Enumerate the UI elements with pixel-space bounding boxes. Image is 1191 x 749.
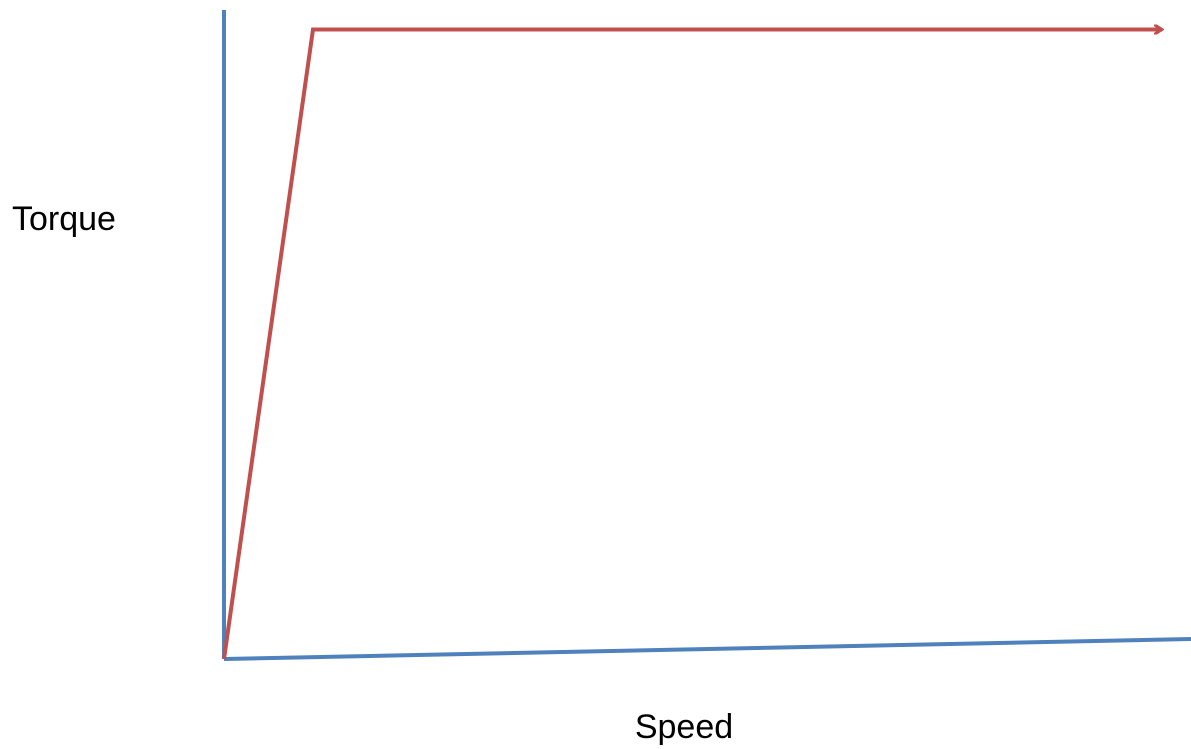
x-axis-title: Speed bbox=[635, 708, 733, 746]
series-line-0 bbox=[222, 30, 1162, 660]
y-axis-title: Torque bbox=[12, 200, 116, 238]
axes bbox=[222, 10, 1191, 661]
series-layer bbox=[222, 30, 1162, 660]
x-axis-line bbox=[223, 637, 1191, 661]
